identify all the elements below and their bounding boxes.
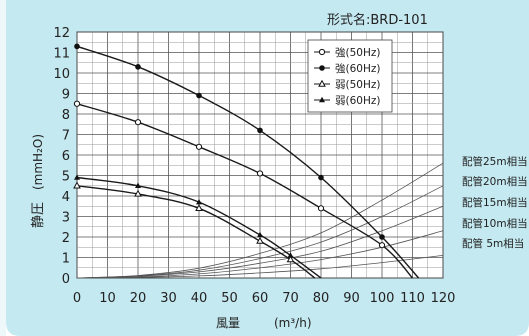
y-tick-label: 8 [62,108,70,123]
legend: 強(50Hz) 強(60Hz) 弱(50Hz) 弱(60Hz) [307,39,393,113]
data-point [257,127,263,134]
x-tick-label: 20 [130,291,147,306]
data-point [319,65,325,71]
legend-label: 強(60Hz) [335,62,380,75]
data-point [319,96,325,103]
data-point [135,64,141,70]
data-point [256,236,264,244]
x-tick-label: 60 [252,291,269,306]
x-axis-unit: (m³/h) [274,316,312,330]
series-curve [73,100,414,279]
x-tick-label: 110 [400,291,425,306]
pipe-curve-label: 配管15m相当 [462,196,528,209]
x-tick-label: 40 [191,291,208,306]
data-point [134,189,142,197]
data-point [135,182,141,188]
series-curve [74,174,322,279]
data-point [73,100,81,107]
pipe-curve-label: 配管10m相当 [462,217,528,230]
legend-items: 強(50Hz) 強(60Hz) 弱(50Hz) 弱(60Hz) [314,46,380,107]
x-tick-labels: 0 10 20 30 40 50 60 70 80 90 100 110 120 [73,291,456,306]
pipe-curve [76,185,444,279]
data-point [287,252,294,258]
data-point [196,92,202,99]
x-tick-label: 70 [282,291,299,306]
pipe-curve-label: 配管 5m相当 [462,237,524,250]
x-tick-label: 100 [370,291,395,306]
legend-label: 弱(50Hz) [335,79,380,91]
y-tick-label: 2 [62,231,70,246]
data-point [196,198,202,205]
data-point [318,174,324,181]
x-tick-label: 90 [343,291,360,306]
x-tick-label: 10 [99,291,116,306]
y-tick-label: 10 [53,67,70,82]
legend-item: 弱(60Hz) [314,95,380,107]
y-tick-label: 0 [62,272,70,287]
series-curves [73,43,420,279]
series-curve [74,43,420,279]
y-tick-label: 11 [53,47,70,62]
pipe-curve-label: 配管25m相当 [462,155,528,168]
y-tick-label: 12 [53,26,70,41]
y-axis-unit: (mmH₂O) [31,134,45,190]
model-label: 形式名:BRD-101 [327,12,428,28]
y-tick-label: 1 [62,252,70,267]
y-tick-label: 4 [62,190,70,205]
pipe-curve-label: 配管20m相当 [462,175,528,188]
data-point [195,204,203,211]
data-point [378,242,386,249]
data-point [318,48,326,56]
x-tick-label: 120 [431,291,456,306]
x-tick-label: 80 [313,291,330,306]
x-tick-label: 30 [160,291,177,306]
data-point [379,234,385,240]
data-point [257,231,263,238]
x-tick-label: 50 [221,291,238,306]
data-point [73,181,81,189]
data-point [195,143,203,150]
legend-label: 強(50Hz) [335,46,380,59]
y-tick-label: 5 [62,170,70,185]
pipe-curve [76,205,444,279]
data-point [256,170,264,177]
data-point [286,255,295,263]
series-curve [73,181,316,279]
data-point [74,174,80,180]
legend-item: 弱(50Hz) [314,79,380,91]
legend-item: 強(50Hz) [314,46,380,59]
y-axis-title: 静圧 [31,202,46,228]
y-tick-label: 7 [62,129,70,144]
x-axis-title: 風量 [216,316,240,330]
data-point [318,79,326,87]
data-point [134,119,142,126]
legend-item: 強(60Hz) [314,62,380,75]
y-tick-label: 3 [62,211,70,226]
pipe-curves [76,162,444,279]
y-axis-title-group: 静圧 (mmH₂O) [31,134,46,228]
x-tick-label: 0 [73,291,81,306]
y-tick-label: 9 [62,88,70,103]
y-tick-label: 6 [62,149,70,164]
data-point [317,205,325,212]
pipe-curve [76,255,444,279]
data-point [74,43,80,50]
legend-label: 弱(60Hz) [335,95,380,107]
